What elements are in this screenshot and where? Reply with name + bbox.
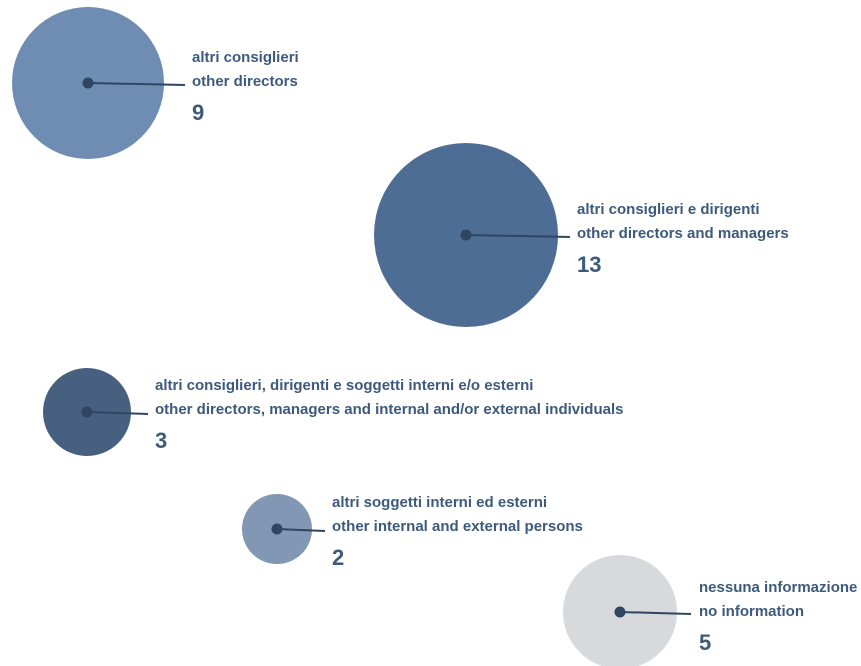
bubble-center-dot bbox=[460, 229, 472, 241]
bubble-center-dot bbox=[614, 606, 626, 618]
value-label: 3 bbox=[155, 428, 167, 453]
bubble-center-dot bbox=[81, 406, 93, 418]
label-italian: altri soggetti interni ed esterni bbox=[332, 494, 547, 511]
bubble-group: altri consiglieri e dirigenti other direc… bbox=[374, 143, 789, 327]
bubble-group: altri consiglieri, dirigenti e soggetti … bbox=[43, 368, 623, 456]
leader-line bbox=[86, 411, 149, 415]
label-italian: altri consiglieri, dirigenti e soggetti … bbox=[155, 377, 533, 394]
leader-line bbox=[87, 82, 186, 86]
label-english: other directors and managers bbox=[577, 225, 789, 242]
leader-line bbox=[619, 611, 692, 615]
bubble-center-dot bbox=[271, 523, 283, 535]
value-label: 2 bbox=[332, 545, 344, 570]
leader-line bbox=[276, 528, 326, 532]
bubble-group: altri soggetti interni ed esterni other i… bbox=[242, 494, 583, 570]
label-english: other directors, managers and internal a… bbox=[155, 401, 623, 418]
value-label: 9 bbox=[192, 100, 204, 125]
label-italian: altri consiglieri bbox=[192, 49, 299, 66]
label-italian: altri consiglieri e dirigenti bbox=[577, 201, 760, 218]
label-english: other directors bbox=[192, 73, 298, 90]
value-label: 5 bbox=[699, 630, 711, 655]
bubble-center-dot bbox=[82, 77, 94, 89]
label-english: other internal and external persons bbox=[332, 518, 583, 535]
label-italian: nessuna informazione bbox=[699, 579, 857, 596]
bubble-group: nessuna informazione no information 5 bbox=[563, 555, 857, 666]
leader-line bbox=[465, 234, 571, 238]
label-english: no information bbox=[699, 603, 804, 620]
bubble-group: altri consiglieri other directors 9 bbox=[12, 7, 299, 159]
value-label: 13 bbox=[577, 252, 601, 277]
